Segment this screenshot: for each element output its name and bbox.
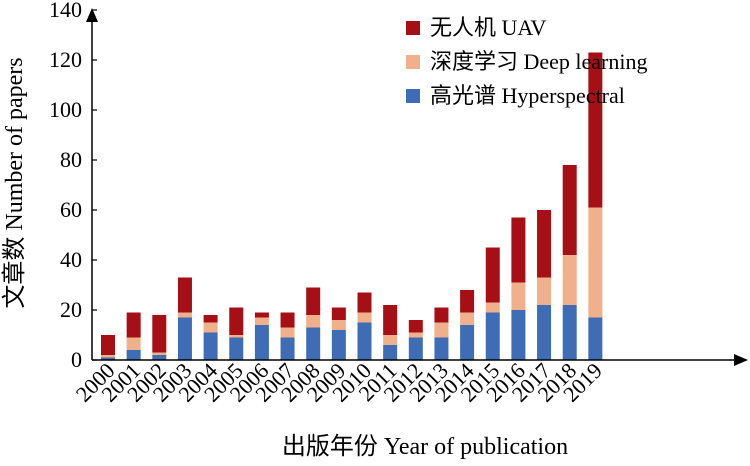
bar-segment [357,322,372,360]
legend-swatch [406,21,420,35]
bar-segment [537,210,552,278]
x-axis-title: 出版年份 Year of publication [282,433,568,460]
bar-segment [485,302,500,313]
bar-segment [460,290,475,313]
bar-segment [306,315,321,328]
bar-segment [177,317,192,360]
bar-segment [588,52,603,208]
bar-segment [101,357,115,360]
y-ticks-group: 0 20 40 60 80 100 120 140 [49,0,97,372]
y-tick-label: 40 [60,247,82,272]
bar-segment [588,317,603,360]
legend-label: 深度学习 Deep learning [430,49,648,74]
bar-segment [254,312,269,318]
bar-segment [562,255,577,305]
y-tick-label: 80 [60,147,82,172]
bar-segment [588,207,603,318]
bar-segment [537,277,552,305]
bar-segment [562,165,577,255]
bar-segment [254,325,269,360]
bar-segment [383,335,398,345]
bar-segment [434,322,449,338]
y-tick-label: 140 [49,0,82,22]
bar-segment [177,312,192,318]
bar-segment [126,350,141,360]
bar-segment [511,217,526,283]
bar-segment [460,312,475,325]
bar-segment [434,337,449,360]
bar-segment [152,355,167,360]
bar-segment [485,312,500,360]
x-ticks-group: 2000200120022003200420052006200720082009… [71,358,607,407]
bar-segment [408,337,423,360]
axes-group [86,8,748,366]
bar-segment [229,337,244,360]
bar-segment [537,305,552,360]
bar-segment [408,320,423,333]
bar-segment [203,315,218,323]
bar-segment [229,307,244,335]
y-tick-label: 60 [60,197,82,222]
y-tick-label: 20 [60,297,82,322]
bar-segment [254,317,269,325]
bar-segment [485,247,500,303]
bar-segment [280,312,295,328]
bar-segment [562,305,577,360]
bar-segment [511,310,526,360]
bar-segment [126,312,141,338]
bar-segment [408,332,423,338]
bar-segment [306,327,321,360]
bar-segment [126,337,141,350]
legend-label: 高光谱 Hyperspectral [430,83,625,108]
bar-segment [101,355,115,358]
x-axis-arrow [734,354,748,366]
bar-segment [357,292,372,313]
bar-segment [229,335,244,338]
bar-segment [383,305,398,335]
bar-segment [280,337,295,360]
legend: 无人机 UAV 深度学习 Deep learning 高光谱 Hyperspectr… [406,15,648,108]
bar-segment [280,327,295,338]
bar-segment [331,307,346,320]
y-tick-label: 100 [49,97,82,122]
bar-segment [306,287,321,315]
bar-segment [152,315,167,353]
bar-segment [177,277,192,313]
bar-segment [434,307,449,323]
y-tick-label: 120 [49,47,82,72]
bar-segment [203,332,218,360]
bar-segment [460,325,475,360]
legend-swatch [406,55,420,69]
y-tick-label: 0 [71,347,82,372]
bar-segment [203,322,218,333]
y-axis-arrow [86,8,98,22]
y-axis-title: 文章数 Number of papers [1,57,28,308]
bar-segment [152,352,167,355]
legend-swatch [406,89,420,103]
bars-group [101,52,603,360]
legend-label: 无人机 UAV [430,15,546,40]
bar-segment [357,312,372,323]
bar-segment [331,330,346,360]
bar-segment [101,335,115,355]
bar-segment [383,345,398,360]
bar-segment [511,282,526,310]
bar-segment [331,320,346,330]
